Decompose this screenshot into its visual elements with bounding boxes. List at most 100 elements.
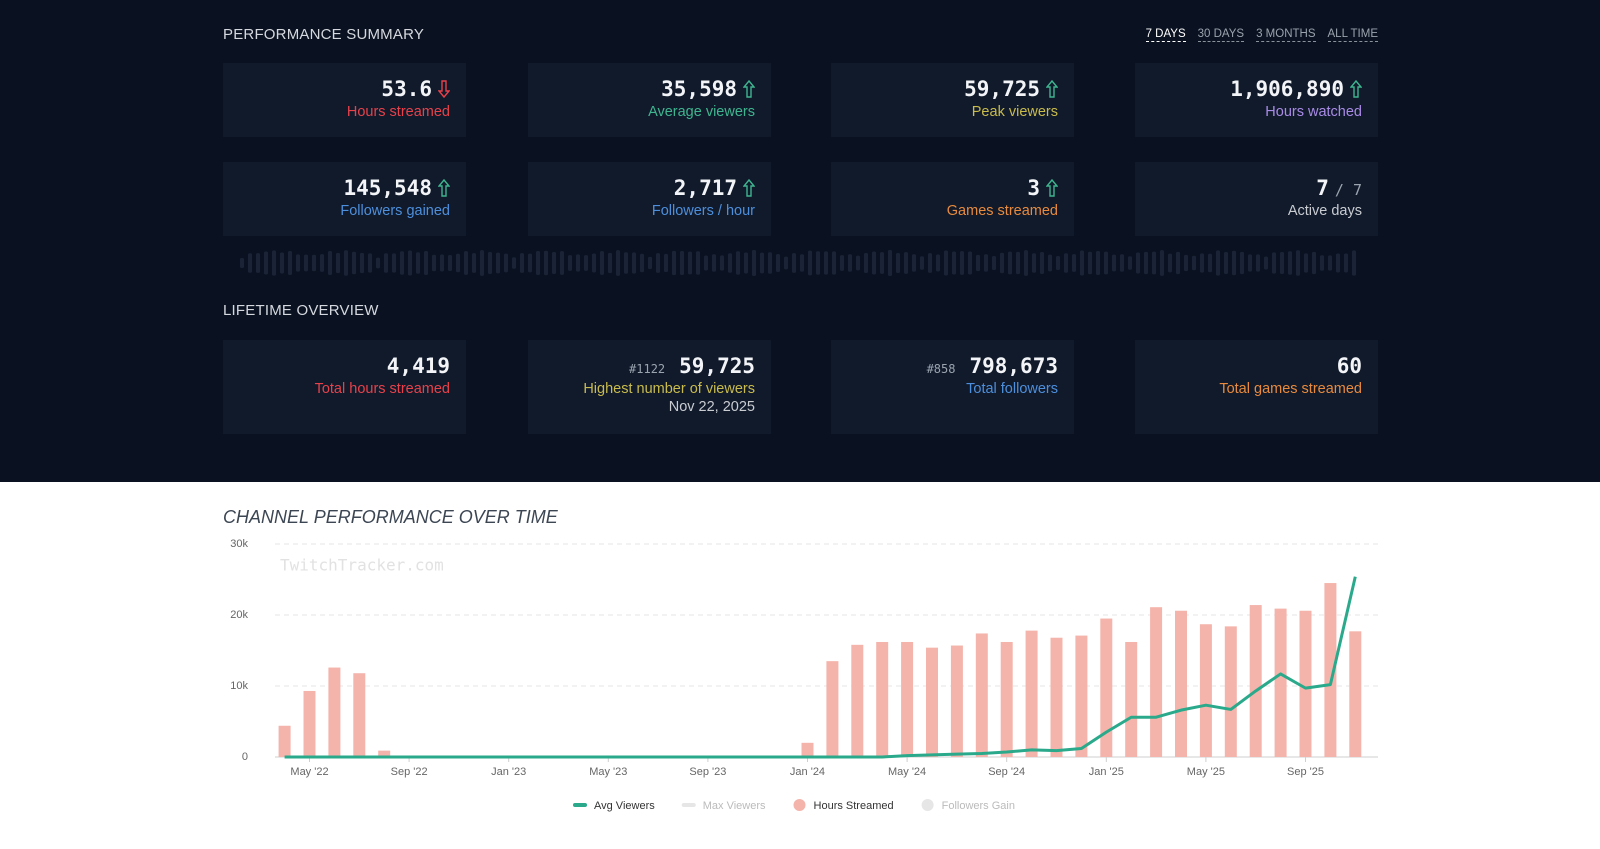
x-tick-label: Jan '24 (790, 766, 825, 778)
strip-bar (400, 251, 404, 275)
stat-label: Games streamed (946, 203, 1058, 219)
strip-bar (776, 254, 780, 272)
strip-bar (760, 252, 764, 274)
strip-bar (1344, 253, 1348, 273)
strip-bar (1320, 255, 1324, 271)
strip-bar (496, 252, 500, 274)
period-tab[interactable]: ALL TIME (1327, 28, 1378, 42)
arrow-shape (1046, 79, 1058, 98)
strip-bar (480, 250, 484, 276)
strip-bar (688, 251, 692, 275)
strip-bar (1128, 256, 1132, 270)
legend-swatch (681, 803, 696, 807)
stat-label: Hours streamed (346, 104, 450, 120)
chart-title: CHANNEL PERFORMANCE OVER TIME (223, 507, 559, 527)
strip-bar (256, 253, 260, 273)
bar (1299, 610, 1312, 757)
stat-value: 4,419 (386, 354, 450, 378)
arrow-shape (1046, 178, 1058, 197)
strip-bar (648, 256, 652, 270)
strip-bar (816, 251, 820, 275)
strip-bar (1200, 253, 1204, 273)
bar (1324, 583, 1337, 757)
y-tick-label: 0 (242, 751, 248, 763)
strip-bar (1016, 251, 1020, 275)
strip-bar (576, 254, 580, 272)
arrow-shape (743, 178, 755, 197)
strip-bar (720, 255, 724, 271)
value-row: 60 (1135, 354, 1362, 378)
strip-bar (1296, 250, 1300, 276)
x-tick-label: Sep '24 (988, 766, 1025, 778)
strip-bar (568, 255, 572, 271)
x-tick-label: May '22 (290, 766, 328, 778)
strip-bar (1064, 253, 1068, 273)
legend-label: Followers Gain (942, 800, 1015, 812)
strip-bar (968, 251, 972, 275)
period-tab[interactable]: 30 DAYS (1197, 28, 1245, 42)
strip-bar (1232, 250, 1236, 276)
y-tick-label: 10k (230, 680, 248, 692)
strip-bar (672, 250, 676, 276)
strip-bar (936, 254, 940, 272)
strip-bar (456, 253, 460, 273)
stat-card: 59,725 Peak viewers (831, 63, 1074, 137)
strip-bar (1248, 254, 1252, 272)
period-tab[interactable]: 7 DAYS (1145, 28, 1186, 42)
bar (328, 667, 341, 757)
strip-bar (1144, 251, 1148, 275)
strip-bar (1080, 250, 1084, 276)
stat-value: 798,673 (969, 354, 1058, 378)
stat-label: Total followers (966, 381, 1058, 397)
bar (1000, 641, 1013, 757)
x-tick-label: May '24 (888, 766, 926, 778)
strip-bar (632, 252, 636, 274)
stat-card: #858 798,673 Total followers (831, 340, 1074, 434)
rank: #858 (926, 362, 956, 376)
strip-bar (1040, 251, 1044, 275)
strip-bar (664, 253, 668, 273)
stat-value: 7 (1316, 176, 1329, 200)
strip-bar (728, 253, 732, 273)
value-row: #1122 59,725 (528, 354, 755, 378)
strip-bar (608, 252, 612, 274)
bar (353, 673, 366, 757)
strip-bar (792, 253, 796, 273)
bar (1274, 608, 1287, 757)
value-row: 59,725 (831, 77, 1058, 101)
strip-bar (1056, 255, 1060, 271)
strip-bar (384, 253, 388, 273)
bar (1075, 635, 1088, 757)
strip-bar (552, 251, 556, 275)
strip-bar (352, 251, 356, 275)
bar (851, 644, 864, 757)
strip-bar (1280, 252, 1284, 274)
strip-bar (1104, 251, 1108, 275)
strip-bar (424, 251, 428, 275)
bar (1050, 637, 1063, 757)
strip-bar (336, 252, 340, 274)
strip-bar (344, 250, 348, 276)
bar (1249, 605, 1262, 757)
stat-suffix: / 7 (1334, 181, 1362, 199)
strip-bar (824, 251, 828, 275)
trend-arrow (438, 178, 450, 197)
strip-bar (888, 250, 892, 276)
strip-bar (736, 251, 740, 275)
legend-label: Avg Viewers (594, 800, 655, 812)
value-row: 145,548 (223, 176, 450, 200)
strip-bar (1328, 255, 1332, 271)
period-tab[interactable]: 3 MONTHS (1256, 28, 1316, 42)
trend-arrow (1046, 178, 1058, 197)
strip-bar (448, 254, 452, 272)
strip-bar (1288, 251, 1292, 275)
strip-bar (1048, 254, 1052, 272)
strip-bar (1208, 253, 1212, 273)
stat-card: 3 Games streamed (831, 162, 1074, 236)
value-row: 35,598 (528, 77, 755, 101)
value-row: #858 798,673 (831, 354, 1058, 378)
trend-arrow (1046, 79, 1058, 98)
strip-bar (416, 252, 420, 274)
bar (378, 750, 391, 757)
